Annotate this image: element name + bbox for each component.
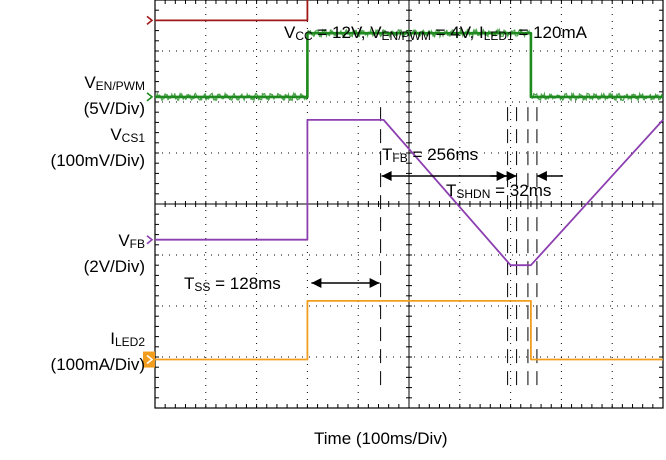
channel-marker-arrow [146,354,154,365]
channel-iled2-name: ILED2 [110,329,145,349]
channel-marker [146,92,154,102]
channel-vfb-scale: (2V/Div) [83,257,145,276]
arrow-tss-head [311,278,322,288]
arrow-tshdn-head [506,171,517,181]
chart-title: VCC = 12V, VEN/PWM = 4V, ILED1 = 120mA [284,23,587,43]
annotation-tshdn: TSHDN = 32ms [446,181,552,201]
trace-led2 [155,300,663,361]
channel-vcs1-scale: (100mV/Div) [50,151,145,170]
channel-ven-name: VEN/PWM [84,73,145,93]
channel-marker [146,235,154,245]
arrow-tfb-head [381,171,392,181]
channel-iled2-scale: (100mA/Div) [50,355,145,374]
annotation-tfb: TFB = 256ms [382,145,479,165]
x-axis-label: Time (100ms/Div) [314,429,448,448]
annotation-tss: TSS = 128ms [184,274,281,294]
arrow-tshdn-head [536,171,547,181]
trace-fb [155,119,664,267]
channel-marker [143,351,155,368]
channel-vfb-name: VFB [118,231,145,251]
arrow-tss-head [369,278,380,288]
channel-vcs1-name: VCS1 [110,125,145,145]
trace-en-pwm [155,0,309,22]
trace-noise [154,27,663,103]
channel-ven-scale: (5V/Div) [83,99,145,118]
channel-marker [146,15,154,26]
